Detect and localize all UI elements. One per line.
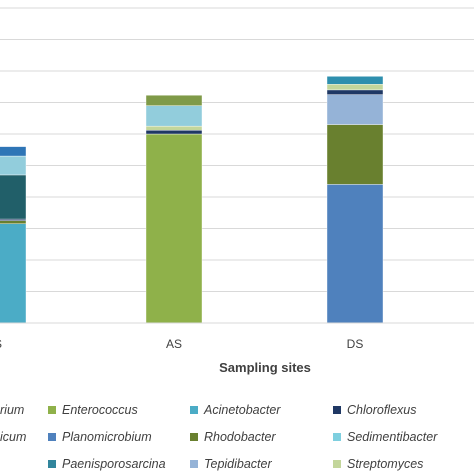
bar-segment xyxy=(326,124,384,185)
legend-label: Sedimentibacter xyxy=(347,430,438,444)
bar-segment xyxy=(145,95,203,106)
legend-label-partial: rium xyxy=(0,403,24,417)
bar-segment xyxy=(326,184,384,324)
bar-segment xyxy=(0,220,27,224)
bar-segment xyxy=(326,76,384,85)
legend-swatch xyxy=(48,460,56,468)
gridlines xyxy=(0,7,474,292)
bars xyxy=(0,76,384,324)
bar-segment xyxy=(0,146,27,157)
bar-segment xyxy=(145,133,203,324)
bar-segment xyxy=(0,155,27,176)
bar-segment xyxy=(145,105,203,127)
legend-label: Tepidibacter xyxy=(204,457,272,471)
bar-segment xyxy=(145,130,203,135)
legend-label: Chloroflexus xyxy=(347,403,416,417)
legend-swatch xyxy=(190,460,198,468)
x-tick-label: DS xyxy=(347,337,364,351)
bar-segment xyxy=(326,94,384,125)
legend-label: Streptomyces xyxy=(347,457,423,471)
legend-label: Rhodobacter xyxy=(204,430,276,444)
x-tick-label: AS xyxy=(166,337,182,351)
bar-segment xyxy=(145,125,203,131)
legend-label: Acinetobacter xyxy=(203,403,281,417)
bar-segment xyxy=(0,218,27,221)
legend-swatch xyxy=(48,406,56,414)
x-tick-label: S xyxy=(0,337,2,351)
bar-segment xyxy=(326,84,384,91)
legend-swatch xyxy=(48,433,56,441)
legend-label: Paenisporosarcina xyxy=(62,457,166,471)
legend-swatch xyxy=(190,433,198,441)
legend-swatch xyxy=(333,460,341,468)
bar-segment xyxy=(0,174,27,220)
x-axis-title: Sampling sites xyxy=(219,360,311,375)
legend-swatch xyxy=(333,433,341,441)
legend: rium icum Enterococcus Planomicrobium Paenis… xyxy=(0,403,438,471)
x-tick-labels: S AS DS xyxy=(0,337,363,351)
bar-segment xyxy=(326,89,384,95)
legend-label: Enterococcus xyxy=(62,403,138,417)
legend-swatch xyxy=(333,406,341,414)
bar-segment xyxy=(0,223,27,324)
legend-swatch xyxy=(190,406,198,414)
legend-label: Planomicrobium xyxy=(62,430,152,444)
legend-label-partial: icum xyxy=(0,430,26,444)
